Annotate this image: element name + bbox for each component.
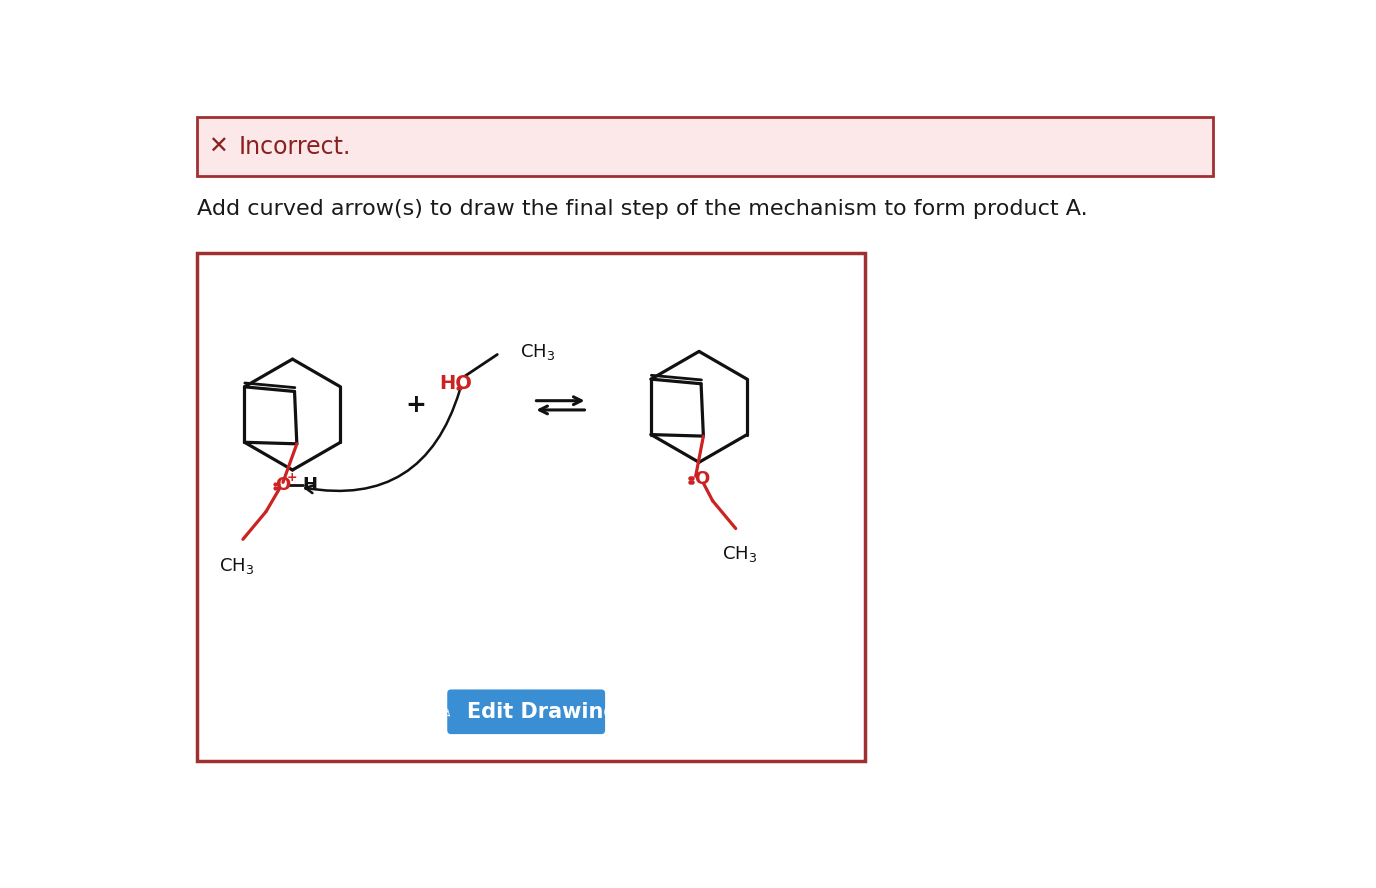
Text: ✕: ✕ <box>208 135 227 159</box>
Text: Incorrect.: Incorrect. <box>238 135 351 159</box>
Text: CH$_3$: CH$_3$ <box>722 544 757 564</box>
Text: +: + <box>286 472 297 484</box>
Text: CH$_3$: CH$_3$ <box>219 556 255 576</box>
Text: O: O <box>695 471 710 488</box>
FancyBboxPatch shape <box>197 117 1214 176</box>
Text: +: + <box>406 393 427 417</box>
Text: H: H <box>303 476 318 495</box>
Text: ✎  Edit Drawing: ✎ Edit Drawing <box>435 702 618 722</box>
Text: O: O <box>275 476 290 495</box>
Text: CH$_3$: CH$_3$ <box>520 342 556 362</box>
FancyBboxPatch shape <box>447 689 605 734</box>
Text: HO: HO <box>439 374 472 393</box>
FancyBboxPatch shape <box>197 253 866 761</box>
Text: Add curved arrow(s) to draw the final step of the mechanism to form product A.: Add curved arrow(s) to draw the final st… <box>197 199 1087 219</box>
